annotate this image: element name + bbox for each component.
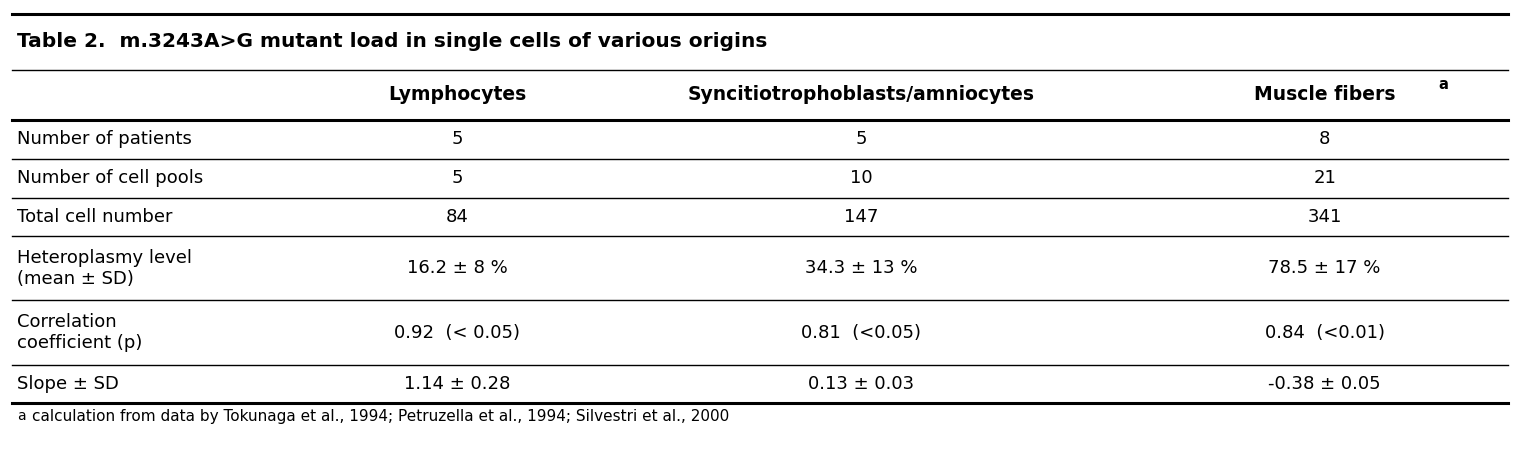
Text: a: a <box>17 409 26 423</box>
Text: calculation from data by Tokunaga et al., 1994; Petruzella et al., 1994; Silvest: calculation from data by Tokunaga et al.… <box>32 409 730 424</box>
Text: Number of patients: Number of patients <box>17 130 192 148</box>
Text: 147: 147 <box>844 208 879 226</box>
Text: 34.3 ± 13 %: 34.3 ± 13 % <box>804 260 917 277</box>
Text: Total cell number: Total cell number <box>17 208 172 226</box>
Text: Slope ± SD: Slope ± SD <box>17 375 119 393</box>
Text: a: a <box>1438 77 1449 92</box>
Text: Heteroplasmy level
(mean ± SD): Heteroplasmy level (mean ± SD) <box>17 249 192 288</box>
Text: 21: 21 <box>1313 169 1336 187</box>
Text: 78.5 ± 17 %: 78.5 ± 17 % <box>1268 260 1380 277</box>
Text: 5: 5 <box>856 130 866 148</box>
Text: 84: 84 <box>445 208 468 226</box>
Text: 0.92  (< 0.05): 0.92 (< 0.05) <box>394 324 520 341</box>
Text: Correlation
coefficient (p): Correlation coefficient (p) <box>17 313 141 352</box>
Text: 16.2 ± 8 %: 16.2 ± 8 % <box>407 260 508 277</box>
Text: Lymphocytes: Lymphocytes <box>388 85 526 105</box>
Text: 1.14 ± 0.28: 1.14 ± 0.28 <box>404 375 511 393</box>
Text: 341: 341 <box>1307 208 1342 226</box>
Text: 0.13 ± 0.03: 0.13 ± 0.03 <box>809 375 914 393</box>
Text: Syncitiotrophoblasts/amniocytes: Syncitiotrophoblasts/amniocytes <box>687 85 1035 105</box>
Text: 5: 5 <box>451 169 464 187</box>
Text: 5: 5 <box>451 130 464 148</box>
Text: 0.81  (<0.05): 0.81 (<0.05) <box>801 324 921 341</box>
Text: Number of cell pools: Number of cell pools <box>17 169 204 187</box>
Text: 10: 10 <box>850 169 872 187</box>
Text: Table 2.  m.3243A>G mutant load in single cells of various origins: Table 2. m.3243A>G mutant load in single… <box>17 33 768 51</box>
Text: Muscle fibers: Muscle fibers <box>1254 85 1395 105</box>
Text: 0.84  (<0.01): 0.84 (<0.01) <box>1265 324 1385 341</box>
Text: 8: 8 <box>1319 130 1330 148</box>
Text: -0.38 ± 0.05: -0.38 ± 0.05 <box>1268 375 1382 393</box>
